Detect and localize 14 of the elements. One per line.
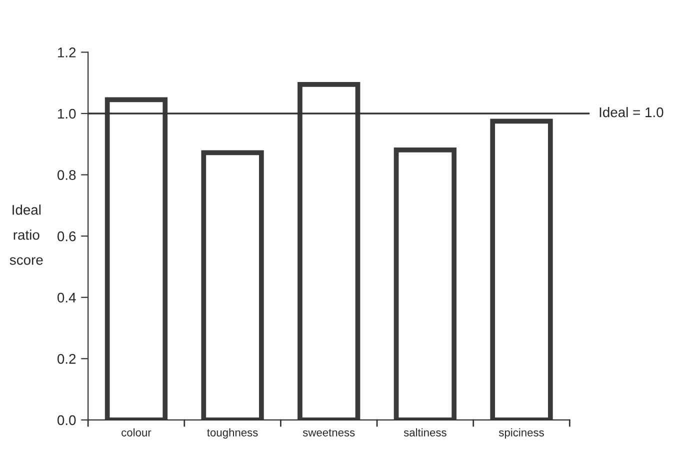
- x-tick-label: toughness: [207, 428, 258, 439]
- x-tick-label: saltiness: [404, 428, 446, 436]
- ref-line-label: Ideal = 1.0: [600, 107, 664, 118]
- y-tick-label: 1.0: [58, 108, 76, 119]
- y-tick-label: 0.8: [57, 170, 76, 180]
- y-tick-label: 0.0: [57, 415, 76, 426]
- y-tick-label: 1.2: [58, 48, 76, 58]
- y-tick-label: 0.4: [57, 292, 76, 303]
- x-tick-label: spiciness: [498, 428, 544, 439]
- x-tick-label: colour: [122, 428, 152, 436]
- x-tick-label: sweetness: [302, 429, 355, 436]
- text: Ideal ratio score: [10, 204, 43, 265]
- y-tick-label: 0.2: [57, 354, 76, 364]
- y-tick-label: 0.6: [57, 231, 76, 242]
